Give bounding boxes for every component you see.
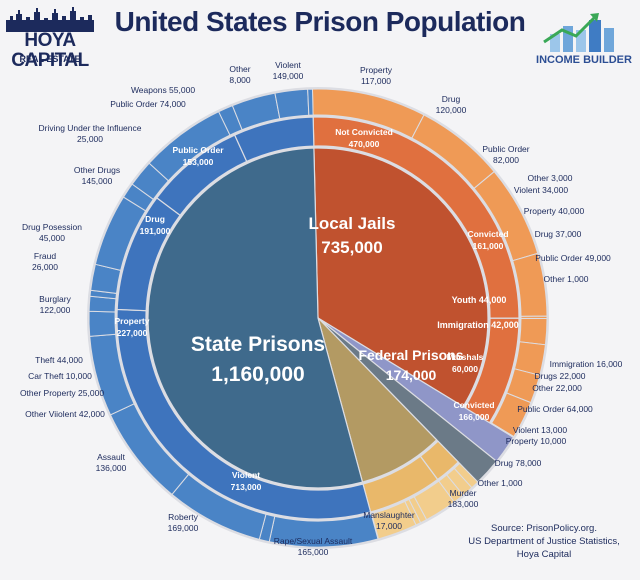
outer-label-local-violent-0: Violent bbox=[275, 60, 301, 70]
outer-label-state-other-drugs-30: Other Drugs bbox=[74, 165, 120, 175]
outer-label-federal-drugs-11: Drugs 22,000 bbox=[534, 371, 585, 381]
outer-label-federal-other-17: Other 1,000 bbox=[478, 478, 523, 488]
outer-label-local-violent-0-value: 149,000 bbox=[273, 71, 304, 81]
mid-label-state-drug: Drug bbox=[145, 214, 165, 224]
outer-label-local-other-9: Other 1,000 bbox=[544, 274, 589, 284]
outer-label-federal-drug-16: Drug 78,000 bbox=[495, 458, 542, 468]
mid-label-federal-convicted: Convicted bbox=[453, 400, 494, 410]
logo-right-name: INCOME BUILDER bbox=[536, 54, 632, 66]
skyline-icon bbox=[6, 7, 94, 32]
local-jails-value: 735,000 bbox=[321, 238, 382, 257]
outer-label-state-other-34: Other bbox=[229, 64, 250, 74]
outer-label-state-driving-under-the-influence-31: Driving Under the Influence bbox=[38, 123, 141, 133]
logo-left-sub: REAL ESTATE bbox=[19, 54, 81, 64]
source-note: Source: PrisonPolicy.org. US Department … bbox=[452, 522, 636, 561]
outer-label-local-property-1: Property bbox=[360, 65, 393, 75]
outer-label-local-drug-2-value: 120,000 bbox=[436, 105, 467, 115]
outer-label-state-theft-26: Theft 44,000 bbox=[35, 355, 83, 365]
outer-label-state-manslaughter-19: Manslaughter bbox=[363, 510, 415, 520]
outer-label-federal-public-order-13: Public Order 64,000 bbox=[517, 404, 593, 414]
outer-label-federal-immigration-10: Immigration 16,000 bbox=[550, 359, 623, 369]
mid-state-public-order bbox=[233, 116, 315, 163]
outer-label-state-roberty-21: Roberty bbox=[168, 512, 199, 522]
hoya-capital-logo: HOYA CAPITAL REAL ESTATE bbox=[4, 6, 96, 76]
outer-label-state-weapons-33: Weapons 55,000 bbox=[131, 85, 195, 95]
mid-label-local-convicted: Convicted bbox=[467, 229, 508, 239]
outer-state-other-viiolent bbox=[88, 310, 117, 337]
outer-label-state-other-34-value: 8,000 bbox=[229, 75, 251, 85]
outer-local-violent bbox=[519, 317, 548, 346]
outer-label-local-public-order-8: Public Order 49,000 bbox=[535, 253, 611, 263]
outer-label-federal-violent-14: Violent 13,000 bbox=[513, 425, 567, 435]
outer-label-local-drug-2: Drug bbox=[442, 94, 461, 104]
outer-label-federal-property-15: Property 10,000 bbox=[506, 436, 567, 446]
outer-label-state-murder-18-value: 183,000 bbox=[448, 499, 479, 509]
outer-label-state-other-drugs-30-value: 145,000 bbox=[82, 176, 113, 186]
outer-label-local-public-order-3-value: 82,000 bbox=[493, 155, 519, 165]
mid-value-state-violent: 713,000 bbox=[231, 482, 262, 492]
outer-label-state-other-viiolent-23: Other Viiolent 42,000 bbox=[25, 409, 105, 419]
outer-label-state-fraud-28: Fraud bbox=[34, 251, 56, 261]
outer-label-state-assault-22-value: 136,000 bbox=[96, 463, 127, 473]
state-slice bbox=[147, 147, 364, 489]
state-prisons-label: State Prisons bbox=[191, 333, 325, 356]
outer-label-state-other-property-24: Other Property 25,000 bbox=[20, 388, 104, 398]
mid-value-federal-marshals: 60,000 bbox=[452, 364, 478, 374]
mid-label-state-violent: Violent bbox=[232, 470, 260, 480]
outer-label-local-violent-5: Violent 34,000 bbox=[514, 185, 568, 195]
outer-label-state-burglary-27: Burglary bbox=[39, 294, 71, 304]
outer-label-state-burglary-27-value: 122,000 bbox=[40, 305, 71, 315]
mid-label-state-public-order: Public Order bbox=[172, 145, 224, 155]
outer-label-state-manslaughter-19-value: 17,000 bbox=[376, 521, 402, 531]
outer-state-weapons bbox=[274, 88, 310, 120]
mid-label-local-not-convicted: Not Convicted bbox=[335, 127, 393, 137]
income-builder-logo: INCOME BUILDER bbox=[532, 8, 636, 66]
outer-label-local-drug-7: Drug 37,000 bbox=[535, 229, 582, 239]
mid-label-federal-marshals: Marshals bbox=[447, 352, 484, 362]
outer-label-state-rape-sexual-assault-20: Rape/Sexual Assault bbox=[274, 536, 353, 546]
outer-label-state-public-order-32: Public Order 74,000 bbox=[110, 99, 186, 109]
outer-state-other bbox=[307, 88, 314, 116]
outer-label-state-roberty-21-value: 169,000 bbox=[168, 523, 199, 533]
federal-prisons-value: 174,000 bbox=[386, 367, 437, 383]
mid-value-local-convicted: 161,000 bbox=[473, 241, 504, 251]
outer-label-state-car-theft-25: Car Theft 10,000 bbox=[28, 371, 92, 381]
source-line-2: US Department of Justice Statistics, bbox=[468, 536, 620, 547]
chart-title: United States Prison Population bbox=[114, 6, 526, 37]
outer-label-state-assault-22: Assault bbox=[97, 452, 126, 462]
outer-label-state-fraud-28-value: 26,000 bbox=[32, 262, 58, 272]
outer-label-federal-other-12: Other 22,000 bbox=[532, 383, 582, 393]
source-line-1: Source: PrisonPolicy.org. bbox=[491, 523, 597, 534]
outer-label-local-property-6: Property 40,000 bbox=[524, 206, 585, 216]
outer-label-state-rape-sexual-assault-20-value: 165,000 bbox=[298, 547, 329, 557]
outer-label-local-other-4: Other 3,000 bbox=[528, 173, 573, 183]
outer-local-other bbox=[490, 422, 515, 438]
state-prisons-value: 1,160,000 bbox=[211, 363, 304, 386]
mid-value-local-not-convicted: 470,000 bbox=[349, 139, 380, 149]
outer-label-state-murder-18: Murder bbox=[450, 488, 477, 498]
source-line-3: Hoya Capital bbox=[516, 549, 572, 560]
logo-left-name: HOYA CAPITAL bbox=[11, 30, 89, 71]
mid-label-state-property: Property bbox=[115, 316, 150, 326]
outer-label-local-public-order-3: Public Order bbox=[482, 144, 529, 154]
mid-value-federal-convicted: 166,000 bbox=[459, 412, 490, 422]
mid-local-convicted bbox=[463, 317, 520, 424]
mid-value-state-drug: 191,000 bbox=[140, 226, 171, 236]
building-growth-icon bbox=[543, 13, 614, 52]
outer-label-state-driving-under-the-influence-31-value: 25,000 bbox=[77, 134, 103, 144]
outer-label-state-drug-posession-29-value: 45,000 bbox=[39, 233, 65, 243]
youth-label: Youth 44,000 bbox=[452, 295, 507, 305]
immigration-label: Immigration 42,000 bbox=[437, 320, 519, 330]
outer-label-state-drug-posession-29: Drug Posession bbox=[22, 222, 82, 232]
federal-prisons-label: Federal Prisons bbox=[358, 347, 463, 363]
local-jails-label: Local Jails bbox=[309, 214, 396, 233]
outer-label-local-property-1-value: 117,000 bbox=[361, 76, 391, 86]
mid-value-state-property: 227,000 bbox=[117, 328, 148, 338]
mid-value-state-public-order: 153,000 bbox=[183, 157, 214, 167]
